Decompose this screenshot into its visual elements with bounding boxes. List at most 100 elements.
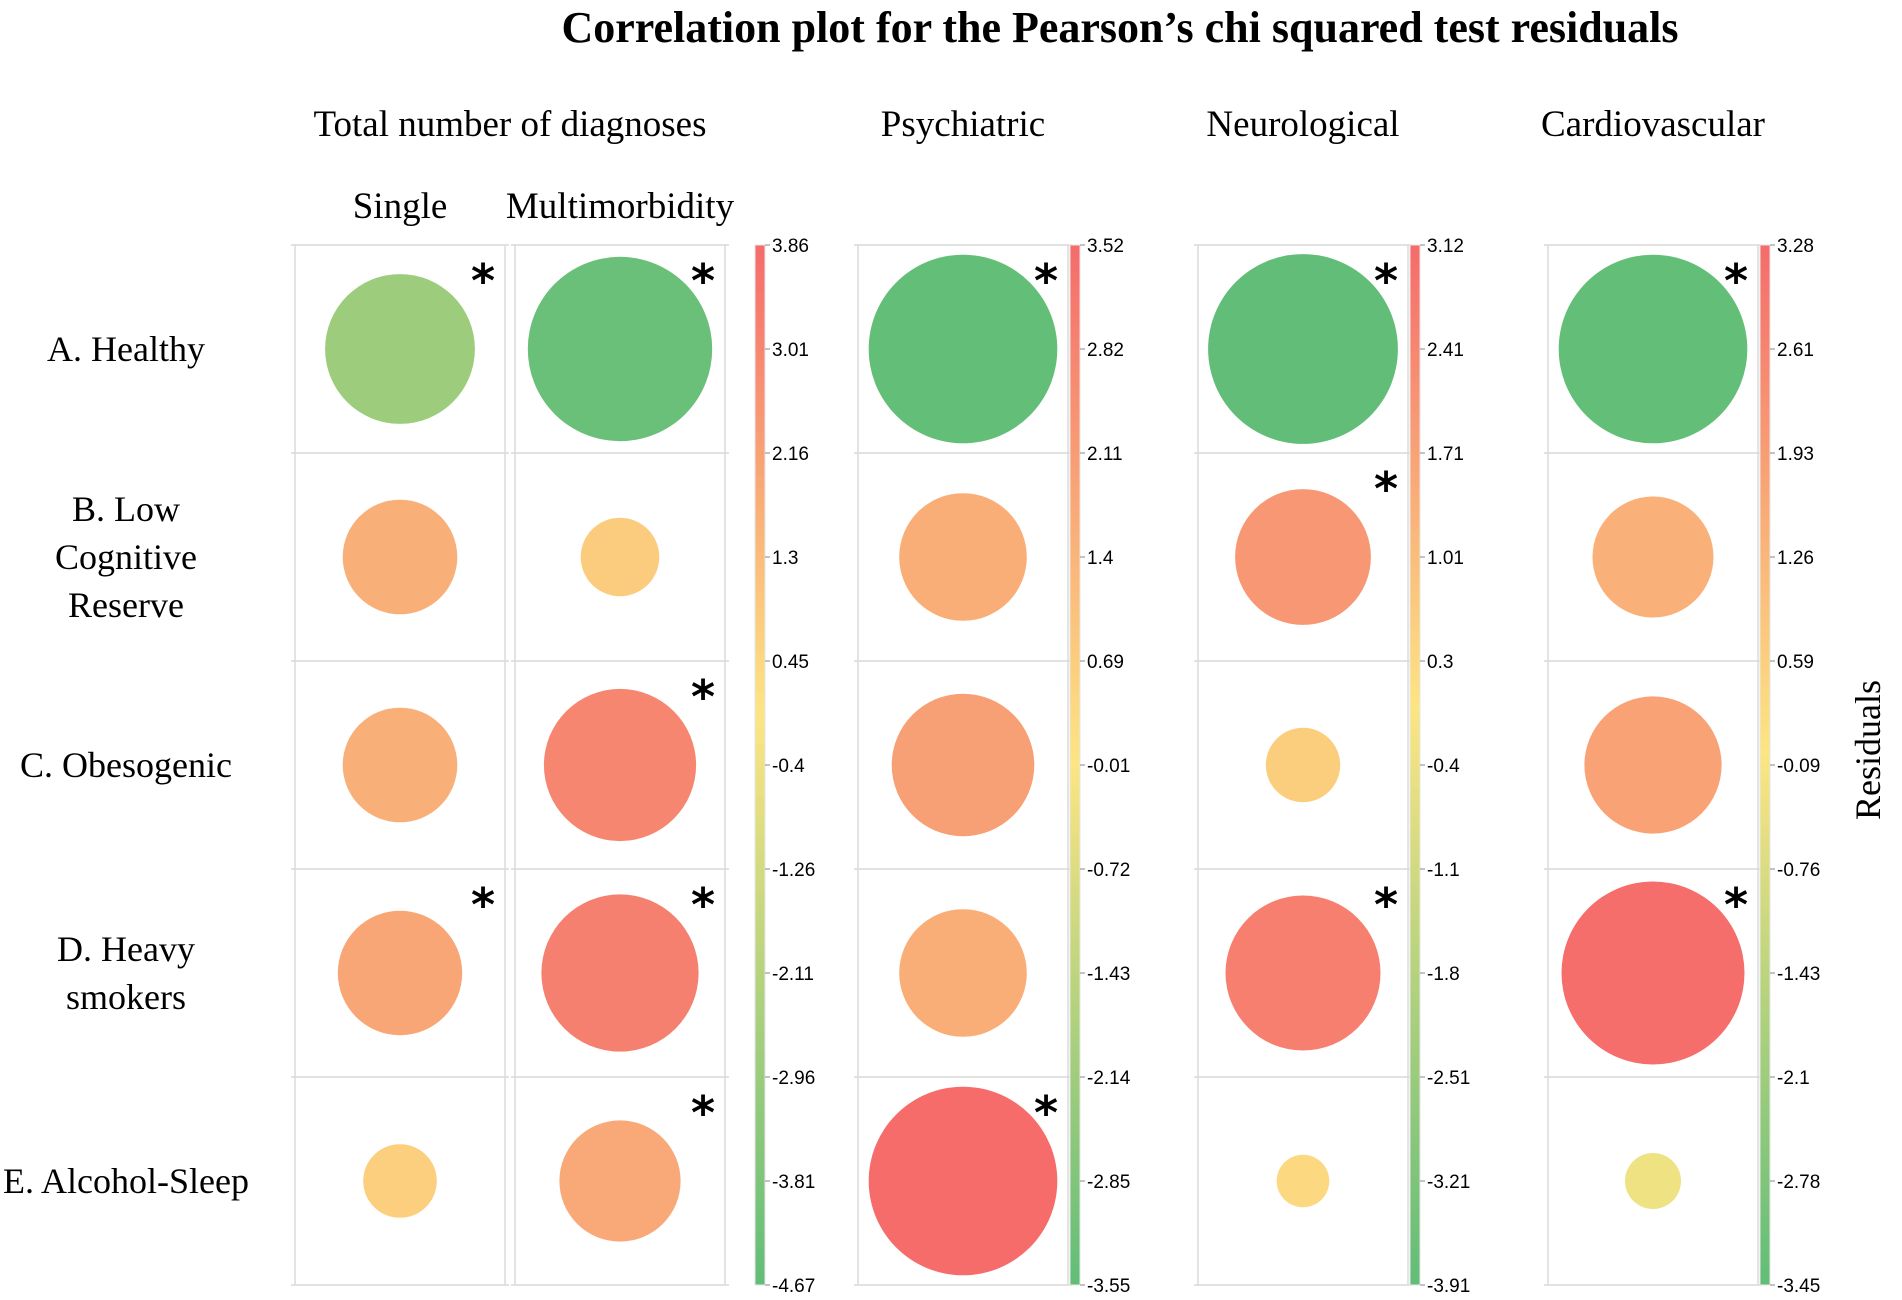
group-label: Cardiovascular <box>1541 104 1765 145</box>
significance-star: * <box>691 1086 715 1140</box>
colorbar-tick-label: -1.43 <box>1777 964 1820 985</box>
bubble <box>1561 881 1745 1065</box>
bubble <box>868 254 1058 444</box>
panel-cardiovascular: Cardiovascular * * 3.28 2.61 1.93 1.26 0.59 -0.0… <box>1541 104 1820 1297</box>
colorbar-tick-label: -1.26 <box>772 860 815 881</box>
colorbar-tick-label: -3.45 <box>1777 1276 1820 1297</box>
column-label: Multimorbidity <box>506 186 735 227</box>
colorbar-tick-label: 2.16 <box>772 444 809 465</box>
row-label: D. Heavy smokers <box>57 929 195 1017</box>
colorbar <box>1409 244 1421 1286</box>
colorbar-tick-label: 0.59 <box>1777 652 1814 673</box>
colorbar-tick-label: -0.09 <box>1777 756 1820 777</box>
colorbar-tick-label: 2.41 <box>1427 340 1464 361</box>
bubble <box>580 517 660 597</box>
row-label: A. Healthy <box>47 329 205 369</box>
group-label: Total number of diagnoses <box>313 104 706 145</box>
colorbar-tick-label: -0.01 <box>1087 756 1130 777</box>
colorbar <box>754 244 766 1286</box>
colorbar-tick-label: 1.71 <box>1427 444 1464 465</box>
colorbar-tick-label: 1.26 <box>1777 548 1814 569</box>
colorbar-tick-label: 3.86 <box>772 236 809 257</box>
row-label: C. Obesogenic <box>20 745 232 785</box>
bubble <box>1276 1154 1330 1208</box>
row-label-line: C. Obesogenic <box>20 745 232 785</box>
colorbar-tick-label: 3.28 <box>1777 236 1814 257</box>
row-label-line: smokers <box>66 977 186 1017</box>
row-labels: A. Healthy B. Low Cognitive Reserve C. Obeso… <box>3 329 249 1201</box>
significance-star: * <box>1374 254 1398 308</box>
group-label: Neurological <box>1206 104 1399 145</box>
colorbar-tick-label: -1.1 <box>1427 860 1460 881</box>
group-label: Psychiatric <box>881 104 1045 145</box>
row-label-line: Reserve <box>68 585 184 625</box>
significance-star: * <box>471 878 495 932</box>
colorbar-tick-label: -3.21 <box>1427 1172 1470 1193</box>
row-label-line: E. Alcohol-Sleep <box>3 1161 249 1201</box>
colorbar-tick-label: 0.45 <box>772 652 809 673</box>
colorbar-tick-label: 1.3 <box>772 548 798 569</box>
chart-title: Correlation plot for the Pearson’s chi s… <box>561 3 1678 52</box>
bubble <box>1235 489 1371 625</box>
significance-star: * <box>1374 878 1398 932</box>
panel-total-number-of-diagnoses: Total number of diagnoses Single * * Multimo… <box>291 104 815 1297</box>
panel-psychiatric: Psychiatric * * 3.52 2.82 2.11 1.4 0.69 -0.01 -0.… <box>854 104 1131 1297</box>
colorbar-tick-label: -0.76 <box>1777 860 1820 881</box>
colorbar-tick-label: -1.8 <box>1427 964 1460 985</box>
colorbar-tick-label: -3.91 <box>1427 1276 1470 1297</box>
colorbar-tick-label: 3.01 <box>772 340 809 361</box>
bubble <box>527 256 713 442</box>
bubble <box>363 1144 437 1218</box>
colorbar-tick-label: 2.61 <box>1777 340 1814 361</box>
panels: Total number of diagnoses Single * * Multimo… <box>291 104 1820 1297</box>
colorbar-tick-label: -3.81 <box>772 1172 815 1193</box>
significance-star: * <box>1724 878 1748 932</box>
colorbar-tick-label: -4.67 <box>772 1276 815 1297</box>
bubble <box>342 499 458 615</box>
bubble <box>543 688 697 842</box>
significance-star: * <box>1724 254 1748 308</box>
colorbar-tick-label: -3.55 <box>1087 1276 1130 1297</box>
bubble <box>1208 254 1398 444</box>
colorbar <box>1069 244 1081 1286</box>
row-label: B. Low Cognitive Reserve <box>55 489 197 625</box>
colorbar-tick-label: -2.51 <box>1427 1068 1470 1089</box>
row-label-line: D. Heavy <box>57 929 195 969</box>
panel-neurological: Neurological * * * 3.12 2.41 1.71 1.01 0.3 -0.4 -1… <box>1194 104 1470 1297</box>
colorbar-tick-label: 1.93 <box>1777 444 1814 465</box>
bubble <box>899 493 1027 621</box>
significance-star: * <box>1034 1086 1058 1140</box>
colorbar-tick-label: 0.3 <box>1427 652 1453 673</box>
significance-star: * <box>691 878 715 932</box>
bubble <box>1584 696 1722 834</box>
row-label-line: Cognitive <box>55 537 197 577</box>
significance-star: * <box>691 254 715 308</box>
colorbar-tick-label: -2.11 <box>772 964 814 985</box>
bubble <box>899 909 1027 1037</box>
bubble <box>1625 1153 1681 1209</box>
bubble <box>342 707 458 823</box>
bubble <box>868 1086 1058 1276</box>
colorbar-tick-label: 2.82 <box>1087 340 1124 361</box>
bubble <box>1558 254 1748 444</box>
colorbar-tick-label: -2.96 <box>772 1068 815 1089</box>
colorbar-tick-label: 3.52 <box>1087 236 1124 257</box>
row-label-line: B. Low <box>72 489 180 529</box>
colorbar-tick-label: 2.11 <box>1087 444 1123 465</box>
significance-star: * <box>1374 462 1398 516</box>
colorbar-tick-label: -2.14 <box>1087 1068 1131 1089</box>
bubble <box>891 693 1035 837</box>
colorbar-tick-label: -2.1 <box>1777 1068 1810 1089</box>
bubble <box>1592 496 1714 618</box>
row-label-line: A. Healthy <box>47 329 205 369</box>
significance-star: * <box>691 670 715 724</box>
bubble <box>559 1120 681 1242</box>
bubble <box>337 910 463 1036</box>
colorbar-tick-label: -0.4 <box>1427 756 1460 777</box>
significance-star: * <box>471 254 495 308</box>
significance-star: * <box>1034 254 1058 308</box>
column-label: Single <box>353 186 448 227</box>
colorbar <box>1759 244 1771 1286</box>
colorbar-tick-label: -2.78 <box>1777 1172 1820 1193</box>
